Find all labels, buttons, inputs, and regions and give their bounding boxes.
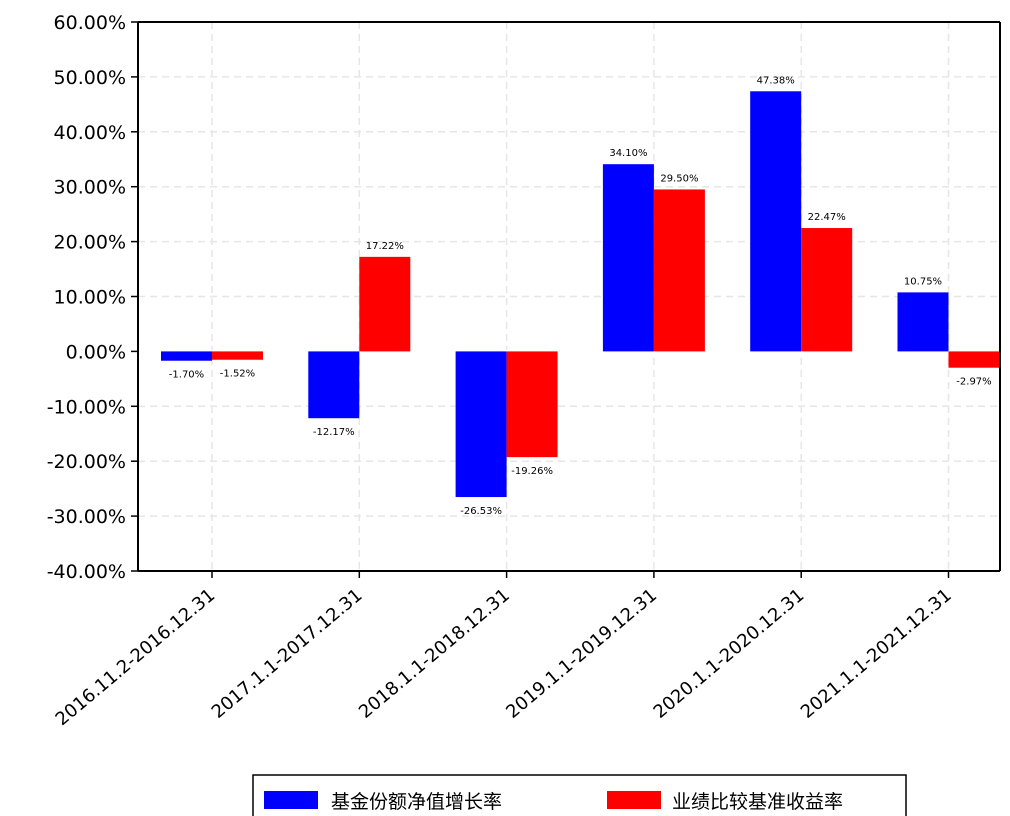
bar bbox=[308, 351, 360, 419]
legend-label: 基金份额净值增长率 bbox=[331, 791, 502, 813]
y-axis-ticks: 60.00% 50.00% 40.00% 30.00% 20.00% 10.00% 0.00… bbox=[47, 12, 138, 583]
bar-value-label: 47.38% bbox=[757, 75, 795, 86]
y-tick-label: 30.00% bbox=[54, 177, 126, 199]
bar-value-label: 17.22% bbox=[366, 241, 404, 252]
y-tick-label: 60.00% bbox=[54, 12, 126, 34]
x-tick-label: 2021.1.1-2021.12.31 bbox=[797, 585, 956, 723]
bar-value-label: 10.75% bbox=[904, 276, 942, 287]
bar bbox=[161, 351, 212, 361]
bar-value-label: -1.70% bbox=[169, 370, 204, 381]
bar-value-label: -1.52% bbox=[220, 369, 255, 380]
bar bbox=[455, 351, 507, 498]
bar-value-label: 34.10% bbox=[609, 148, 647, 159]
bar-value-label: 29.50% bbox=[660, 173, 698, 184]
legend-label: 业绩比较基准收益率 bbox=[672, 791, 843, 813]
y-tick-label: 40.00% bbox=[54, 122, 126, 144]
x-tick-label: 2017.1.1-2017.12.31 bbox=[208, 585, 367, 723]
bar-value-label: -26.53% bbox=[460, 506, 502, 517]
bar bbox=[801, 228, 853, 352]
y-tick-label: 20.00% bbox=[54, 232, 126, 254]
legend-box bbox=[252, 774, 907, 816]
bar-value-label: -12.17% bbox=[313, 427, 355, 438]
bar bbox=[653, 189, 705, 352]
bar bbox=[506, 351, 558, 458]
y-tick-label: -10.00% bbox=[47, 396, 126, 418]
y-tick-label: 0.00% bbox=[66, 341, 126, 363]
x-tick-label: 2019.1.1-2019.12.31 bbox=[502, 585, 661, 723]
x-axis-ticks: 2016.11.2-2016.12.312017.1.1-2017.12.312… bbox=[52, 571, 956, 730]
y-tick-label: -20.00% bbox=[47, 451, 126, 473]
bars bbox=[161, 91, 1000, 498]
y-tick-label: 50.00% bbox=[54, 67, 126, 89]
legend-swatch bbox=[264, 791, 318, 809]
bar bbox=[897, 292, 949, 352]
bar-value-label: -19.26% bbox=[511, 466, 553, 477]
bar-value-label: -2.97% bbox=[956, 377, 991, 388]
x-tick-label: 2020.1.1-2020.12.31 bbox=[650, 585, 809, 723]
grid bbox=[138, 22, 1000, 571]
bar bbox=[750, 91, 802, 352]
y-tick-label: -40.00% bbox=[47, 561, 126, 583]
x-tick-label: 2016.11.2-2016.12.31 bbox=[52, 585, 220, 730]
legend-swatch bbox=[607, 791, 661, 809]
bar bbox=[212, 351, 263, 360]
y-tick-label: 10.00% bbox=[54, 287, 126, 309]
bar bbox=[359, 256, 411, 352]
axes bbox=[137, 21, 1001, 572]
bar bbox=[602, 164, 654, 352]
legend: 基金份额净值增长率 业绩比较基准收益率 bbox=[252, 774, 907, 816]
y-tick-label: -30.00% bbox=[47, 506, 126, 528]
bar-value-label: 22.47% bbox=[808, 212, 846, 223]
x-tick-label: 2018.1.1-2018.12.31 bbox=[355, 585, 514, 723]
bar bbox=[948, 351, 1000, 368]
bar-labels: -1.70% -12.17% -26.53% 34.10% 47.38% 10.75% -1… bbox=[169, 75, 992, 517]
